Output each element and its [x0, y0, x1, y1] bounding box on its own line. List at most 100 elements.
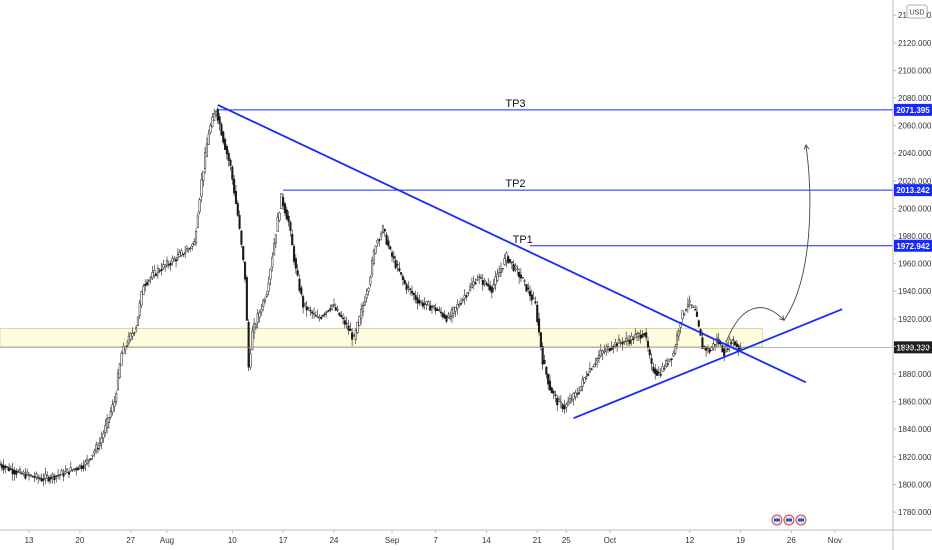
candle-body	[394, 260, 397, 269]
candle	[327, 309, 330, 313]
candle-body	[543, 359, 546, 365]
candle	[596, 357, 599, 368]
candle	[648, 346, 651, 359]
candle-body	[621, 341, 624, 345]
candle-body	[510, 261, 513, 264]
candle	[398, 262, 401, 273]
candle	[194, 228, 198, 247]
candle-body	[234, 190, 238, 204]
candle	[198, 197, 201, 215]
candle	[645, 328, 648, 342]
candle	[536, 301, 539, 326]
candle-body	[735, 343, 738, 348]
candle	[291, 229, 294, 246]
candle-body	[67, 471, 71, 475]
candle	[204, 146, 207, 174]
candle	[314, 311, 317, 317]
candle-body	[11, 469, 14, 475]
candle	[292, 244, 296, 265]
candle-body	[149, 277, 152, 280]
candle	[692, 305, 695, 308]
candle-body	[76, 467, 80, 471]
candle	[401, 274, 404, 286]
candle	[329, 304, 332, 313]
candle	[545, 366, 548, 379]
candle-body	[568, 398, 571, 404]
candle-body	[412, 293, 415, 296]
time-tick-label: Aug	[160, 536, 174, 545]
candle-body	[147, 280, 150, 282]
candle-body	[283, 203, 287, 214]
candle-body	[133, 332, 136, 334]
candle-body	[565, 403, 568, 408]
candle-body	[478, 276, 481, 278]
candle-body	[176, 254, 179, 259]
candle	[280, 192, 283, 210]
candle-body	[489, 285, 492, 291]
candle	[498, 265, 501, 277]
candle-body	[207, 133, 210, 145]
candle	[690, 304, 693, 309]
candle	[567, 396, 570, 406]
candle-body	[479, 276, 483, 280]
candle	[242, 245, 245, 263]
candle-body	[211, 116, 214, 127]
candle	[685, 308, 688, 312]
candle	[445, 314, 448, 324]
candle	[675, 330, 679, 350]
candle-body	[371, 260, 374, 275]
candle-body	[196, 215, 199, 228]
candle-body	[436, 308, 439, 311]
candle	[233, 174, 236, 197]
candle-body	[694, 309, 697, 311]
event-flags-icon[interactable]	[771, 514, 807, 526]
candle-body	[265, 294, 268, 297]
candle-body	[665, 359, 668, 367]
candle	[49, 474, 52, 484]
candle-body	[675, 334, 679, 345]
candle-body	[461, 299, 464, 301]
candle	[224, 137, 227, 151]
support-zone	[0, 328, 763, 347]
time-tick-label: 7	[433, 536, 438, 545]
candle-body	[440, 311, 443, 314]
candle	[510, 261, 513, 269]
candle-body	[296, 270, 299, 276]
candle	[253, 318, 256, 340]
candle	[485, 281, 488, 287]
candle-body	[643, 333, 646, 336]
candle-body	[487, 284, 490, 287]
currency-badge[interactable]: USD	[906, 4, 928, 19]
candle-body	[198, 199, 201, 213]
candle-body	[256, 313, 259, 323]
candle-body	[536, 304, 539, 323]
candle	[527, 282, 530, 294]
candle-body	[27, 474, 31, 476]
candle	[548, 374, 552, 392]
candle-body	[66, 468, 69, 473]
candle-body	[300, 287, 303, 295]
candle-body	[723, 348, 726, 357]
candle-body	[385, 234, 388, 245]
candle-body	[372, 250, 375, 264]
candle	[734, 341, 737, 346]
price-tick-label: 2100.000	[898, 66, 932, 75]
candle-body	[361, 305, 365, 313]
candle	[26, 468, 29, 477]
candle	[131, 327, 134, 341]
candle	[559, 395, 562, 409]
candle	[581, 375, 584, 392]
candle	[459, 297, 463, 306]
candle-body	[53, 475, 56, 481]
candle	[499, 262, 503, 278]
candle	[9, 465, 12, 471]
candle	[22, 469, 25, 477]
time-tick-label: 13	[25, 536, 34, 545]
price-tick-label: 1920.000	[898, 315, 932, 324]
candle-body	[271, 256, 274, 268]
candle	[231, 165, 234, 185]
candle	[694, 304, 697, 311]
candle	[372, 248, 375, 266]
candle	[708, 347, 711, 355]
candle	[538, 312, 541, 336]
